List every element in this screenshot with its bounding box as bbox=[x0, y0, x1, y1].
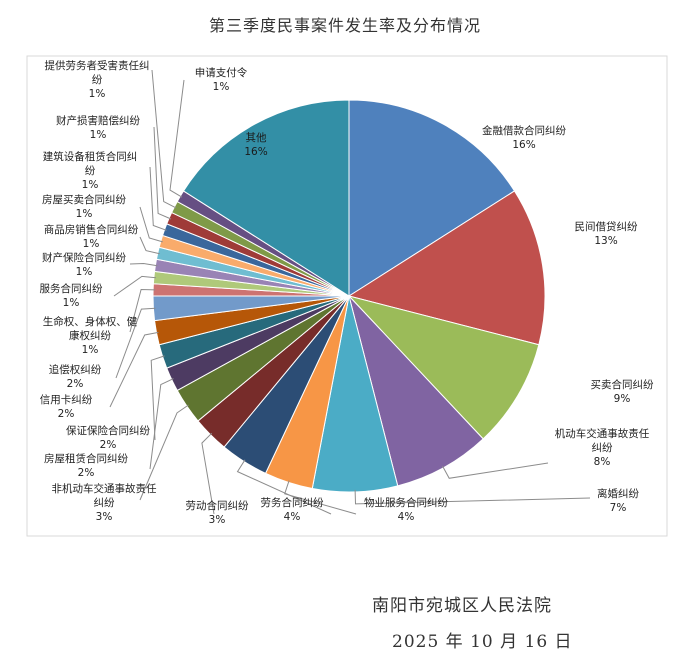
slice-label: 民间借贷纠纷 bbox=[575, 220, 638, 233]
slice-percent-label: 16% bbox=[512, 139, 535, 151]
leader-line bbox=[201, 432, 215, 515]
slice-label: 商品房销售合同纠纷 bbox=[44, 223, 139, 236]
pie-slice bbox=[182, 99, 350, 297]
slice-percent-label: 13% bbox=[594, 235, 617, 247]
slice-percent-label: 8% bbox=[594, 456, 611, 468]
slice-label: 劳务合同纠纷 bbox=[261, 496, 324, 509]
court-name: 南阳市宛城区人民法院 bbox=[372, 596, 552, 616]
leader-line bbox=[149, 378, 174, 470]
slice-percent-label: 2% bbox=[58, 408, 75, 420]
leader-line bbox=[113, 275, 156, 297]
leader-line bbox=[151, 69, 177, 209]
leader-line bbox=[354, 489, 591, 505]
leader-line bbox=[149, 166, 167, 231]
leader-line bbox=[115, 307, 156, 379]
slice-label: 申请支付令 bbox=[195, 66, 248, 79]
pie-slice bbox=[347, 190, 546, 346]
leader-line bbox=[139, 404, 189, 501]
leader-line bbox=[129, 288, 156, 333]
slice-label: 提供劳务者受害责任纠 bbox=[45, 59, 150, 72]
slice-label: 房屋租赁合同纠纷 bbox=[44, 452, 128, 465]
slice-percent-label: 2% bbox=[67, 378, 84, 390]
slice-percent-label: 1% bbox=[82, 344, 99, 356]
slice-label: 离婚纠纷 bbox=[597, 487, 639, 500]
slice-percent-label: 3% bbox=[209, 514, 226, 526]
slice-label: 纠纷 bbox=[94, 496, 115, 509]
slice-percent-label: 4% bbox=[398, 511, 415, 523]
slice-label: 追偿权纠纷 bbox=[49, 363, 102, 376]
slice-percent-label: 1% bbox=[89, 88, 106, 100]
chart-title: 第三季度民事案件发生率及分布情况 bbox=[209, 16, 481, 35]
slice-percent-label: 1% bbox=[82, 179, 99, 191]
slice-percent-label: 2% bbox=[78, 467, 95, 479]
leader-line bbox=[150, 355, 165, 441]
leader-line bbox=[153, 126, 172, 220]
slice-label: 机动车交通事故责任 bbox=[555, 427, 650, 440]
slice-percent-label: 9% bbox=[614, 393, 631, 405]
slice-label: 财产损害赔偿纠纷 bbox=[56, 114, 140, 127]
leader-line bbox=[139, 206, 163, 243]
pie-slice bbox=[348, 99, 516, 297]
slice-label: 金融借款合同纠纷 bbox=[482, 124, 566, 137]
slice-label: 服务合同纠纷 bbox=[40, 282, 103, 295]
slice-percent-label: 1% bbox=[63, 297, 80, 309]
slice-percent-label: 2% bbox=[100, 439, 117, 451]
pie-slice bbox=[347, 295, 540, 440]
slice-percent-label: 7% bbox=[610, 502, 627, 514]
slice-label: 买卖合同纠纷 bbox=[591, 378, 654, 391]
slice-label: 建筑设备租赁合同纠 bbox=[43, 150, 138, 163]
slice-label: 物业服务合同纠纷 bbox=[364, 496, 448, 509]
slice-percent-label: 3% bbox=[96, 511, 113, 523]
slice-label: 财产保险合同纠纷 bbox=[42, 251, 126, 264]
slice-label: 信用卡纠纷 bbox=[40, 393, 93, 406]
slice-label: 非机动车交通事故责任 bbox=[52, 482, 157, 495]
slice-label: 其他 bbox=[246, 131, 267, 144]
slice-percent-label: 1% bbox=[83, 238, 100, 250]
slice-label: 纠纷 bbox=[592, 441, 613, 454]
report-date: 2025 年 10 月 16 日 bbox=[392, 632, 573, 652]
slice-percent-label: 1% bbox=[90, 129, 107, 141]
leader-line bbox=[129, 262, 158, 267]
leader-lines bbox=[109, 69, 591, 515]
leader-line bbox=[284, 480, 357, 515]
leader-line bbox=[442, 462, 549, 479]
slice-label: 保证保险合同纠纷 bbox=[66, 424, 150, 437]
leader-line bbox=[169, 79, 185, 198]
slice-percent-label: 1% bbox=[76, 266, 93, 278]
slice-percent-label: 4% bbox=[284, 511, 301, 523]
slice-percent-label: 1% bbox=[76, 208, 93, 220]
slice-label: 纷 bbox=[85, 164, 96, 177]
leader-line bbox=[139, 236, 160, 255]
leader-line bbox=[236, 459, 332, 515]
slice-label: 生命权、身体权、健 bbox=[43, 315, 138, 328]
slice-label: 康权纠纷 bbox=[69, 329, 111, 342]
slice-percent-label: 1% bbox=[213, 81, 230, 93]
leader-line bbox=[109, 331, 159, 408]
slice-labels: 金融借款合同纠纷16%民间借贷纠纷13%买卖合同纠纷9%机动车交通事故责任纠纷8… bbox=[40, 59, 654, 526]
slice-label: 房屋买卖合同纠纷 bbox=[42, 193, 126, 206]
pie-slices bbox=[152, 99, 546, 493]
slice-percent-label: 16% bbox=[244, 146, 267, 158]
slice-label: 纷 bbox=[92, 73, 103, 86]
slice-label: 劳动合同纠纷 bbox=[186, 499, 249, 512]
